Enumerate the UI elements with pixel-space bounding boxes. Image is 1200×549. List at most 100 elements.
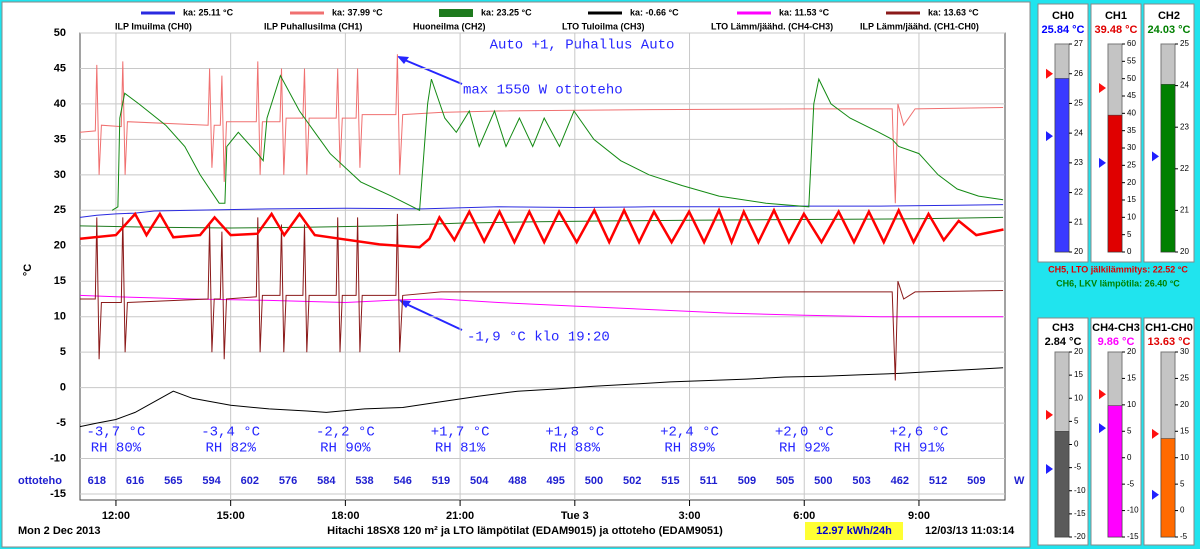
power-value: 495	[547, 475, 565, 487]
gauge-tick-label: 20	[1180, 400, 1189, 409]
power-label: ottoteho	[18, 475, 62, 487]
y-tick-label: 25	[54, 204, 66, 216]
power-value: 576	[279, 475, 297, 487]
legend-value: ka: 13.63 °C	[928, 7, 979, 17]
y-tick-label: -15	[50, 488, 66, 500]
gauge-tick-label: 35	[1127, 126, 1136, 135]
gauge-marker	[1099, 389, 1106, 400]
legend-label: ILP Lämm/jäähd. (CH1-CH0)	[860, 21, 979, 31]
energy: 12.97 kWh/24h	[816, 525, 892, 537]
gauge-tick-label: 20	[1074, 247, 1083, 256]
gauge-marker	[1099, 83, 1106, 94]
temperature-note: -3,7 °C	[87, 425, 146, 441]
power-value: 546	[394, 475, 412, 487]
gauge-value: 25.84 °C	[1042, 24, 1085, 36]
series-line	[79, 367, 1004, 428]
power-value: 502	[623, 475, 641, 487]
gauge-tick-label: -15	[1074, 509, 1086, 518]
y-tick-label: -10	[50, 452, 66, 464]
gauge-tick-label: 20	[1074, 347, 1083, 356]
gauge-tick-label: 21	[1074, 217, 1083, 226]
side-note: CH6, LKV lämpötila: 26.40 °C	[1056, 278, 1180, 288]
gauge-tick-label: 45	[1127, 91, 1136, 100]
y-axis-label: °C	[22, 264, 34, 276]
power-value: 500	[585, 475, 603, 487]
side-note: CH5, LTO jälkilämmitys: 22.52 °C	[1048, 264, 1188, 274]
series-line	[79, 204, 1004, 218]
temperature-note: -2,2 °C	[316, 425, 375, 441]
gauge-tick-label: 25	[1074, 99, 1083, 108]
gauge-tick-label: 26	[1074, 69, 1083, 78]
x-tick-label: 15:00	[217, 510, 245, 522]
gauge-tick-label: 27	[1074, 39, 1083, 48]
gauge-marker	[1152, 489, 1159, 500]
power-value: 565	[164, 475, 182, 487]
legend-value: ka: 37.99 °C	[332, 7, 383, 17]
temperature-note: -3,4 °C	[201, 425, 260, 441]
y-tick-label: -5	[56, 417, 66, 429]
gauge-tick-label: 0	[1074, 440, 1079, 449]
x-tick-label: 12:00	[102, 510, 130, 522]
annotation: -1,9 °C klo 19:20	[467, 330, 610, 346]
power-value: 462	[891, 475, 909, 487]
gauge-tick-label: 23	[1180, 122, 1189, 131]
arrow-head	[397, 56, 409, 64]
gauge-value: 24.03 °C	[1148, 24, 1191, 36]
power-value: 500	[814, 475, 832, 487]
x-tick-label: Tue 3	[561, 510, 589, 522]
gauge-tick-label: 55	[1127, 56, 1136, 65]
power-value: 503	[852, 475, 870, 487]
y-tick-label: 30	[54, 169, 66, 181]
gauge-tick-label: -10	[1074, 486, 1086, 495]
gauge-tick-label: -10	[1127, 506, 1139, 515]
gauge-tick-label: 0	[1180, 506, 1185, 515]
gauge-fill	[1107, 405, 1123, 538]
x-tick-label: 9:00	[908, 510, 930, 522]
gauge-tick-label: 15	[1127, 374, 1136, 383]
gauge-title: CH4-CH3	[1092, 322, 1140, 334]
power-value: 512	[929, 475, 947, 487]
humidity-note: RH 80%	[91, 441, 142, 457]
gauge-tick-label: 0	[1127, 247, 1132, 256]
y-tick-label: 10	[54, 311, 66, 323]
gauge-fill	[1054, 78, 1070, 253]
legend-label: LTO Tuloilma (CH3)	[562, 21, 645, 31]
gauge-title: CH1	[1105, 10, 1127, 22]
humidity-note: RH 91%	[894, 441, 945, 457]
gauge-tick-label: -5	[1127, 479, 1135, 488]
y-tick-label: 0	[60, 382, 66, 394]
gauge-value: 39.48 °C	[1095, 24, 1138, 36]
legend-value: ka: -0.66 °C	[630, 7, 679, 17]
series-line	[111, 74, 1004, 212]
gauge-fill	[1160, 84, 1176, 253]
gauge-tick-label: 21	[1180, 206, 1189, 215]
gauge-tick-label: 15	[1180, 426, 1189, 435]
y-tick-label: 20	[54, 240, 66, 252]
y-tick-label: 40	[54, 98, 66, 110]
gauge-tick-label: 25	[1180, 374, 1189, 383]
gauge-tick-label: 23	[1074, 158, 1083, 167]
legend-value: ka: 23.25 °C	[481, 7, 532, 17]
humidity-note: RH 81%	[435, 441, 486, 457]
power-value: 618	[88, 475, 106, 487]
gauge-tick-label: 40	[1127, 108, 1136, 117]
gauge-tick-label: -15	[1127, 532, 1139, 541]
gauge-marker	[1046, 131, 1053, 142]
y-tick-label: 35	[54, 133, 66, 145]
date-label: Mon 2 Dec 2013	[18, 525, 101, 537]
gauge-marker	[1152, 151, 1159, 162]
gauge-tick-label: 50	[1127, 74, 1136, 83]
gauge-title: CH0	[1052, 10, 1074, 22]
power-value: 509	[738, 475, 756, 487]
temperature-note: +2,4 °C	[660, 425, 719, 441]
gauge-tick-label: 30	[1180, 347, 1189, 356]
gauge-tick-label: 24	[1074, 128, 1083, 137]
legend-value: ka: 11.53 °C	[779, 7, 830, 17]
gauge-fill	[1107, 114, 1123, 253]
power-value: 538	[355, 475, 373, 487]
gauge-tick-label: 20	[1127, 178, 1136, 187]
series-line	[79, 54, 1004, 204]
humidity-note: RH 90%	[320, 441, 371, 457]
humidity-note: RH 89%	[664, 441, 715, 457]
